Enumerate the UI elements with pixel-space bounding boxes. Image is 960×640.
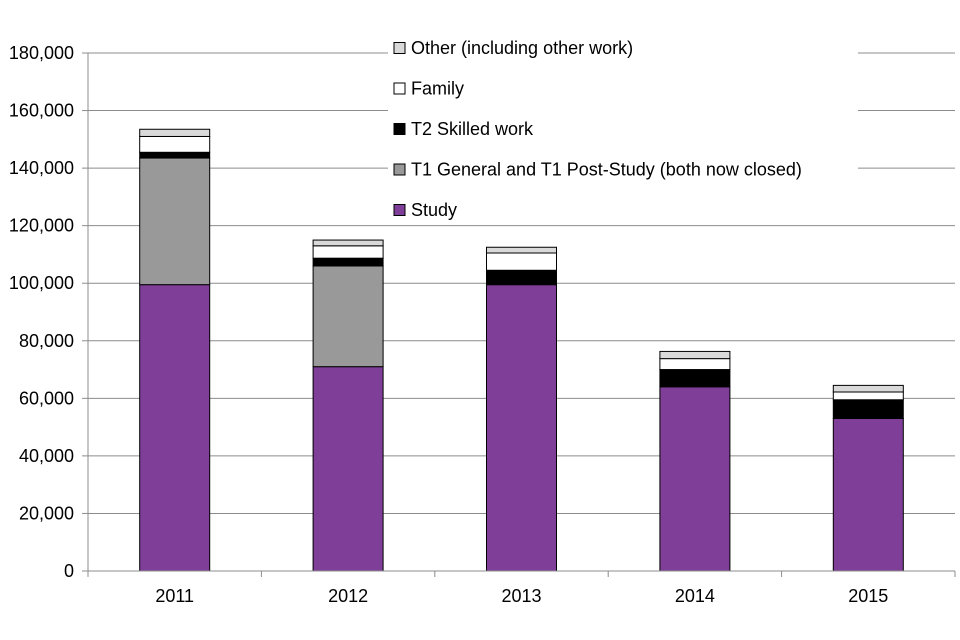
y-tick-label: 20,000 xyxy=(19,503,74,523)
legend-label-study: Study xyxy=(411,200,457,220)
legend-label-t2-skilled-work: T2 Skilled work xyxy=(411,119,534,139)
bar-segment-t2-skilled-work-2013 xyxy=(486,269,557,286)
y-tick-label: 60,000 xyxy=(19,388,74,408)
y-tick-label: 100,000 xyxy=(9,273,74,293)
bar-segment-t1-general-and-t1-post-study-both-now-closed-2011 xyxy=(139,157,211,286)
x-tick-label: 2015 xyxy=(848,586,888,606)
legend: Other (including other work) Family T2 Ski… xyxy=(388,32,858,224)
legend-swatch-other-including-other-work xyxy=(393,42,406,54)
x-tick-label: 2011 xyxy=(155,586,194,606)
y-tick-label: 140,000 xyxy=(9,158,74,178)
bar-segment-study-2014 xyxy=(659,386,731,572)
y-tick-label: 160,000 xyxy=(9,101,74,121)
bar-segment-family-2011 xyxy=(139,135,211,153)
legend-label-other-including-other-work: Other (including other work) xyxy=(411,38,633,58)
bar-segment-other-including-other-work-2015 xyxy=(832,384,904,393)
bar-segment-other-including-other-work-2013 xyxy=(486,246,557,254)
x-tick-label: 2012 xyxy=(328,586,368,606)
bar-segment-family-2015 xyxy=(832,391,904,401)
axes xyxy=(87,53,955,572)
bars xyxy=(139,128,904,572)
bar-segment-family-2012 xyxy=(312,245,384,259)
bar-segment-t2-skilled-work-2011 xyxy=(139,151,211,159)
bar-segment-t2-skilled-work-2015 xyxy=(832,399,904,419)
bar-segment-t2-skilled-work-2012 xyxy=(312,257,384,267)
legend-swatch-t1-general-and-t1-post-study-both-now-closed xyxy=(393,163,406,176)
bar-segment-study-2013 xyxy=(486,284,557,572)
bar-segment-study-2012 xyxy=(312,366,384,572)
bar-segment-t1-general-and-t1-post-study-both-now-closed-2012 xyxy=(312,265,384,368)
bar-segment-t2-skilled-work-2014 xyxy=(659,369,731,388)
bar-segment-other-including-other-work-2012 xyxy=(312,239,384,247)
legend-label-t1-general-and-t1-post-study-both-now-closed: T1 General and T1 Post-Study (both now c… xyxy=(411,160,802,180)
bar-segment-family-2014 xyxy=(659,358,731,371)
bar-segment-other-including-other-work-2014 xyxy=(659,350,731,360)
y-axis-ticks: 0 20,000 40,000 60,000 80,000 100,000 120,000 1… xyxy=(9,43,88,581)
y-tick-label: 40,000 xyxy=(19,446,74,466)
bar-segment-other-including-other-work-2011 xyxy=(139,128,211,137)
y-tick-label: 180,000 xyxy=(9,43,74,63)
legend-swatch-family xyxy=(393,82,406,95)
x-tick-label: 2014 xyxy=(675,586,715,606)
y-tick-label: 0 xyxy=(64,561,74,581)
legend-swatch-t2-skilled-work xyxy=(393,123,406,135)
legend-background xyxy=(388,32,858,224)
x-tick-label: 2013 xyxy=(501,586,541,606)
y-tick-label: 80,000 xyxy=(19,331,74,351)
legend-label-family: Family xyxy=(411,79,464,99)
y-tick-label: 120,000 xyxy=(9,216,74,236)
bar-segment-study-2011 xyxy=(139,284,211,572)
bar-segment-family-2013 xyxy=(486,252,557,271)
x-axis-ticks: 2011 2012 2013 2014 2015 xyxy=(87,571,956,606)
bar-segment-study-2015 xyxy=(832,417,904,572)
legend-swatch-study xyxy=(393,204,406,216)
